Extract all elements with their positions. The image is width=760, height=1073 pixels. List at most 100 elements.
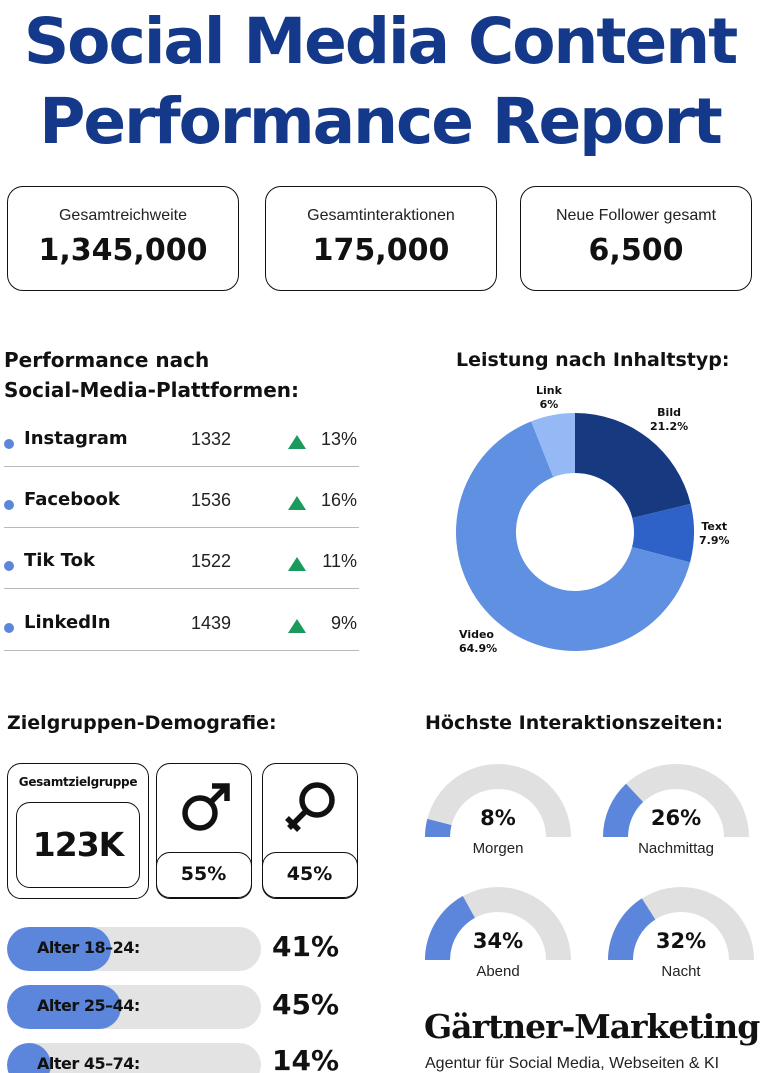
trend-up-icon [288, 557, 306, 571]
kpi-label: Gesamtinteraktionen [307, 207, 455, 224]
age-bar-fill [7, 927, 112, 971]
kpi-card-followers: Neue Follower gesamt 6,500 [520, 186, 752, 291]
age-pct: 45% [272, 988, 340, 1021]
age-bar-label: Alter 25–44: [37, 996, 140, 1015]
age-pct: 41% [272, 930, 340, 963]
gauge-label: Abend [476, 963, 520, 980]
donut-slice-video [456, 421, 691, 651]
kpi-card-reach: Gesamtreichweite 1,345,000 [7, 186, 239, 291]
platform-value: 1439 [191, 613, 232, 633]
gauge-track [603, 764, 749, 837]
gauge-afternoon: 26% Nachmittag [601, 762, 751, 872]
gauge-label: Nacht [661, 963, 701, 980]
donut-label-bild: Bild 21.2% [650, 406, 688, 434]
gauge-label: Morgen [472, 840, 524, 857]
gauge-value: 32% [655, 929, 707, 953]
age-bar: Alter 25–44: [7, 985, 261, 1029]
platform-row: LinkedIn 1439 9% [4, 611, 359, 651]
audience-total-label: Gesamtzielgruppe [18, 775, 138, 789]
kpi-value: 175,000 [312, 233, 450, 268]
content-type-donut-chart [456, 413, 694, 651]
gauge-arc [425, 887, 571, 960]
audience-total-card: Gesamtzielgruppe 123K [7, 763, 149, 899]
slice-value: 6% [539, 398, 559, 411]
trend-up-icon [288, 619, 306, 633]
gauge-fill [425, 896, 475, 960]
age-bar-fill [7, 1043, 51, 1073]
platform-name: LinkedIn [24, 612, 111, 633]
gauge-value: 26% [650, 806, 702, 830]
platform-value: 1536 [191, 490, 232, 510]
trend-up-icon [288, 435, 306, 449]
gauge-fill [608, 898, 656, 960]
gauge-morning: 8% Morgen [423, 762, 573, 872]
age-bar: Alter 45–74: [7, 1043, 261, 1073]
platform-row: Facebook 1536 16% [4, 488, 359, 528]
brand-logo: Gärtner-Marketing [424, 1007, 760, 1046]
platform-name: Tik Tok [24, 550, 95, 571]
gauge-arc [603, 764, 749, 837]
platform-name: Instagram [24, 428, 128, 449]
kpi-value: 6,500 [588, 233, 684, 268]
platforms-heading: Performance nach Social-Media-Plattforme… [4, 345, 299, 405]
age-pct: 14% [272, 1044, 340, 1073]
gauge-fill [425, 818, 452, 837]
audience-total-box: 123K [16, 802, 140, 888]
gauge-arc [608, 887, 754, 960]
kpi-card-interactions: Gesamtinteraktionen 175,000 [265, 186, 497, 291]
audience-total-value: 123K [32, 825, 124, 864]
kpi-label: Neue Follower gesamt [555, 207, 717, 224]
donut-slice-bild [575, 413, 691, 519]
age-bar: Alter 18–24: [7, 927, 261, 971]
times-heading: Höchste Interaktionszeiten: [425, 712, 724, 734]
donut-label-text: Text 7.9% [699, 520, 730, 548]
gauge-fill [603, 783, 644, 837]
male-card: 55% [155, 763, 252, 899]
slice-value: 64.9% [459, 642, 498, 655]
male-pct-box: 55% [155, 852, 252, 898]
age-bar-fill [7, 985, 122, 1029]
platform-row: Instagram 1332 13% [4, 427, 359, 467]
gauge-label: Nachmittag [638, 840, 714, 857]
gauge-night: 32% Nacht [606, 885, 756, 995]
male-pct: 55% [180, 863, 227, 885]
bullet-dot-icon [4, 623, 14, 633]
gauge-arc [425, 764, 571, 837]
kpi-label: Gesamtreichweite [58, 207, 188, 224]
donut-slice-text [632, 503, 694, 563]
female-card: 45% [261, 763, 358, 899]
age-bar-label: Alter 18–24: [37, 938, 140, 957]
platform-change: 9% [330, 613, 357, 633]
gauge-track [425, 764, 571, 837]
content-type-heading: Leistung nach Inhaltstyp: [456, 349, 730, 371]
page-title: Social Media Content Performance Report [0, 2, 760, 162]
donut-label-link: Link 6% [536, 384, 562, 412]
bullet-dot-icon [4, 561, 14, 571]
title-line-1: Social Media Content [23, 5, 738, 78]
donut-slice-link [531, 413, 575, 478]
title-line-2: Performance Report [39, 85, 723, 158]
platform-value: 1522 [191, 551, 232, 571]
slice-value: 21.2% [650, 420, 689, 433]
trend-up-icon [288, 496, 306, 510]
platform-value: 1332 [191, 429, 232, 449]
platform-change: 11% [322, 551, 357, 571]
platform-row: Tik Tok 1522 11% [4, 549, 359, 589]
age-bar-label: Alter 45–74: [37, 1054, 140, 1073]
gauge-value: 34% [472, 929, 524, 953]
slice-value: 7.9% [699, 534, 730, 547]
female-pct: 45% [286, 863, 333, 885]
demographics-heading: Zielgruppen-Demografie: [7, 712, 277, 734]
gauge-evening: 34% Abend [423, 885, 573, 995]
female-pct-box: 45% [261, 852, 358, 898]
platforms-heading-line-2: Social-Media-Plattformen: [4, 378, 300, 402]
platform-change: 13% [320, 429, 357, 449]
gauge-value: 8% [480, 806, 516, 830]
slice-category: Video [459, 628, 494, 641]
slice-category: Text [701, 520, 728, 533]
bullet-dot-icon [4, 439, 14, 449]
brand-tagline: Agentur für Social Media, Webseiten & KI [425, 1055, 720, 1072]
slice-category: Link [536, 384, 562, 397]
donut-label-video: Video 64.9% [459, 628, 497, 656]
bullet-dot-icon [4, 500, 14, 510]
